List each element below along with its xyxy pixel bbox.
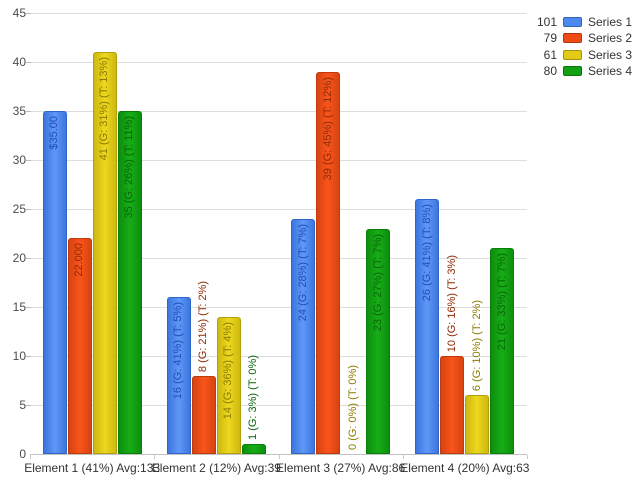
- bar-series4-element2[interactable]: [241, 444, 266, 454]
- bar-value-label: 14 (G: 36%) (T: 4%): [222, 321, 235, 419]
- gridline: [30, 258, 527, 259]
- y-axis-tick-label: 20: [12, 251, 26, 265]
- bar-series2-element1[interactable]: [67, 238, 92, 454]
- gridline: [30, 405, 527, 406]
- legend-item[interactable]: 80 Series 4: [529, 63, 632, 79]
- legend-series-total: 61: [543, 47, 557, 62]
- bar-value-label: 0 (G: 0%) (T: 0%): [346, 365, 359, 450]
- bar-value-label: 35 (G: 26%) (T: 11%): [123, 116, 136, 219]
- gridline: [30, 307, 527, 308]
- legend-item[interactable]: 61 Series 3: [529, 47, 632, 63]
- bar-series4-element4[interactable]: [490, 248, 515, 454]
- bar-series3-element1[interactable]: [92, 52, 117, 454]
- bar-series4-element3[interactable]: [366, 228, 391, 454]
- bar-value-label: 26 (G: 41%) (T: 8%): [420, 204, 433, 302]
- legend-color-swatch-icon: [563, 17, 582, 27]
- bar-value-label: $35.00: [48, 116, 61, 150]
- y-axis-tick-label: 45: [12, 6, 26, 20]
- bar-value-label: 21 (G: 33%) (T: 7%): [495, 253, 508, 351]
- legend: 101 Series 1 79 Series 2 61 Series 3 80 …: [529, 14, 632, 80]
- legend-series-label: Series 3: [588, 47, 632, 62]
- y-axis-tick-label: 25: [12, 202, 26, 216]
- x-axis-tick: [527, 455, 528, 459]
- bar-value-label: 6 (G: 10%) (T: 2%): [470, 300, 483, 392]
- bar-value-label: 22.000: [73, 243, 86, 278]
- bar-series3-element2[interactable]: [216, 316, 241, 454]
- gridline: [30, 160, 527, 161]
- legend-color-swatch-icon: [563, 49, 582, 60]
- bar-series2-element2[interactable]: [191, 375, 216, 454]
- bar-series1-element4[interactable]: [415, 199, 440, 454]
- legend-color-swatch-icon: [563, 33, 582, 44]
- y-axis-tick-label: 5: [19, 398, 26, 412]
- x-axis-tick: [30, 455, 31, 459]
- y-axis-tick: [26, 209, 31, 210]
- legend-color-swatch-icon: [563, 66, 582, 77]
- x-axis-category-label: Element 4 (20%) Avg:63: [400, 461, 530, 475]
- y-axis-tick: [26, 258, 31, 259]
- gridline: [30, 209, 527, 210]
- x-axis-category-label: Element 2 (12%) Avg:39: [151, 461, 281, 475]
- bar-value-label: 39 (G: 45%) (T: 12%): [321, 76, 334, 181]
- bar-value-label: 1 (G: 3%) (T: 0%): [247, 355, 260, 441]
- bar-series2-element3[interactable]: [316, 71, 341, 454]
- y-axis-tick: [26, 62, 31, 63]
- legend-item[interactable]: 79 Series 2: [529, 30, 632, 46]
- y-axis-tick-label: 30: [12, 153, 26, 167]
- gridline: [30, 13, 527, 14]
- y-axis-tick: [26, 405, 31, 406]
- y-axis-tick-label: 40: [12, 55, 26, 69]
- gridline: [30, 111, 527, 112]
- gridline: [30, 356, 527, 357]
- y-axis-tick-label: 0: [19, 447, 26, 461]
- y-axis-tick: [26, 111, 31, 112]
- bar-value-label: 8 (G: 21%) (T: 2%): [197, 280, 210, 372]
- bar-series1-element1[interactable]: [42, 111, 67, 454]
- x-axis-category-label: Element 1 (41%) Avg:133: [24, 461, 161, 475]
- legend-series-total: 80: [543, 64, 557, 79]
- legend-item[interactable]: 101 Series 1: [529, 14, 632, 30]
- y-axis-tick: [26, 356, 31, 357]
- x-axis-category-label: Element 3 (27%) Avg:86: [276, 461, 406, 475]
- x-axis-tick: [154, 455, 155, 459]
- bar-value-label: 23 (G: 27%) (T: 7%): [371, 233, 384, 331]
- gridline: [30, 62, 527, 63]
- y-axis-tick-label: 15: [12, 300, 26, 314]
- bar-value-label: 10 (G: 16%) (T: 3%): [445, 255, 458, 353]
- bar-series1-element3[interactable]: [291, 218, 316, 454]
- bar-series3-element4[interactable]: [465, 395, 490, 454]
- legend-series-label: Series 4: [588, 64, 632, 79]
- y-axis-tick-label: 35: [12, 104, 26, 118]
- x-axis-tick: [279, 455, 280, 459]
- bar-series1-element2[interactable]: [166, 297, 191, 454]
- bar-value-label: 41 (G: 31%) (T: 13%): [98, 57, 111, 161]
- legend-series-total: 101: [536, 15, 557, 29]
- x-axis-tick: [403, 455, 404, 459]
- bar-value-label: 24 (G: 28%) (T: 7%): [296, 223, 309, 321]
- y-axis-tick: [26, 13, 31, 14]
- y-axis-tick: [26, 307, 31, 308]
- y-axis-tick: [26, 160, 31, 161]
- y-axis-tick-label: 10: [12, 349, 26, 363]
- x-axis-line: [30, 454, 527, 455]
- bar-series4-element1[interactable]: [117, 111, 142, 454]
- bar-series2-element4[interactable]: [440, 356, 465, 454]
- legend-series-total: 79: [543, 31, 557, 46]
- legend-series-label: Series 1: [588, 15, 632, 29]
- bar-value-label: 16 (G: 41%) (T: 5%): [172, 302, 185, 400]
- legend-series-label: Series 2: [588, 31, 632, 46]
